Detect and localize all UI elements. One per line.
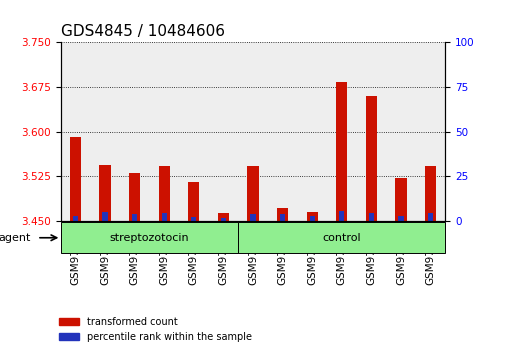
Bar — [427, 213, 432, 221]
Text: GDS4845 / 10484606: GDS4845 / 10484606 — [61, 23, 224, 39]
Bar — [247, 166, 258, 221]
Bar — [217, 213, 229, 221]
Bar — [99, 165, 111, 221]
Bar — [365, 96, 376, 221]
Text: streptozotocin: streptozotocin — [110, 233, 189, 243]
Bar — [129, 173, 140, 221]
Bar — [70, 137, 81, 221]
Bar — [73, 216, 78, 221]
Bar — [338, 211, 344, 221]
Bar — [279, 215, 285, 221]
Bar — [188, 182, 199, 221]
Text: agent: agent — [0, 233, 31, 243]
Bar — [220, 218, 226, 221]
Text: control: control — [322, 233, 361, 243]
Bar — [309, 216, 314, 221]
Bar — [335, 82, 346, 221]
Bar — [102, 212, 108, 221]
Legend: transformed count, percentile rank within the sample: transformed count, percentile rank withi… — [56, 313, 255, 346]
Bar — [161, 213, 167, 221]
Bar — [306, 212, 317, 221]
Bar — [191, 217, 196, 221]
Bar — [250, 215, 255, 221]
FancyBboxPatch shape — [61, 222, 238, 253]
Bar — [368, 213, 373, 221]
Bar — [424, 166, 435, 221]
Bar — [159, 166, 170, 221]
Bar — [397, 216, 403, 221]
Bar — [394, 178, 406, 221]
Bar — [132, 215, 137, 221]
Bar — [276, 207, 288, 221]
FancyBboxPatch shape — [238, 222, 444, 253]
